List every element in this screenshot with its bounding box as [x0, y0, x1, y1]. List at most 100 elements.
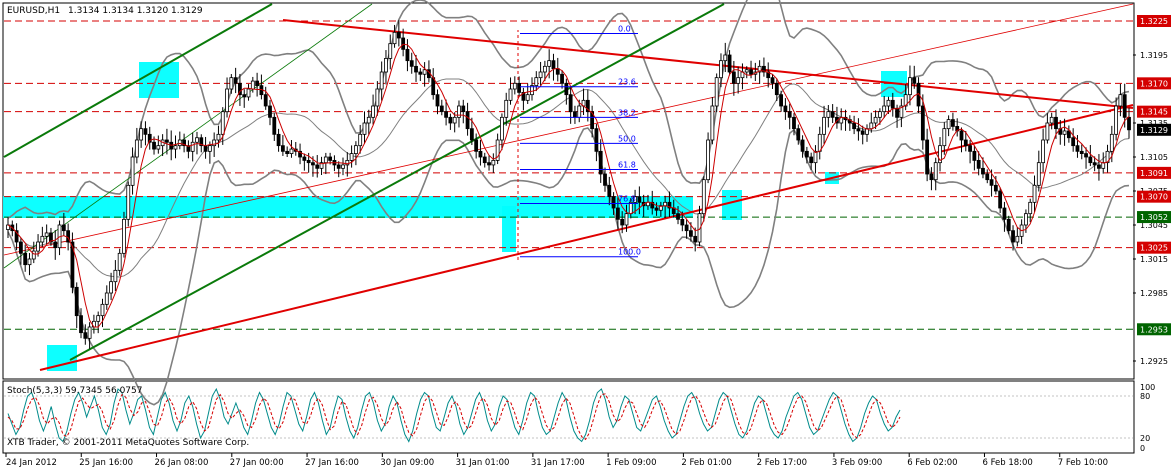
candle-body — [1002, 207, 1007, 220]
candle-body — [401, 37, 406, 50]
candle-body — [1097, 164, 1101, 169]
candle-body — [757, 65, 762, 73]
candle-body — [396, 31, 401, 39]
fib-level-label: 23.6 — [618, 78, 636, 87]
candle-body — [461, 105, 466, 113]
candle-body — [822, 116, 826, 135]
stoch-tick-label: 0 — [1140, 444, 1145, 453]
candle-body — [968, 145, 972, 152]
candle-body — [263, 94, 268, 107]
time-tick-label: 27 Jan 16:00 — [305, 458, 359, 468]
candle-body — [345, 159, 350, 166]
candle-body — [577, 105, 582, 118]
candle-body — [611, 196, 616, 209]
candle-body — [74, 286, 79, 317]
candle-body — [744, 69, 749, 73]
candle-body — [285, 150, 290, 154]
candle-body — [1015, 235, 1020, 243]
candle-body — [358, 133, 363, 147]
candle-body — [186, 145, 191, 152]
candle-body — [573, 111, 577, 118]
level-price-label: 1.3070 — [1140, 193, 1168, 202]
fibonacci-retracement[interactable]: 0.0 23.6 38.2 50.0 61.8 76.8 100.0 — [520, 24, 641, 258]
level-price-box — [1137, 166, 1171, 179]
candle-body — [70, 241, 75, 288]
candle-body — [487, 162, 491, 166]
candle-body — [289, 148, 294, 154]
candle-body — [152, 141, 156, 150]
horizontal-levels[interactable] — [4, 20, 1133, 330]
candle-body — [44, 232, 49, 237]
candle-body — [929, 173, 934, 181]
candle-body — [1011, 230, 1015, 243]
time-tick-label: 27 Jan 00:00 — [230, 458, 284, 468]
candle-body — [233, 77, 238, 84]
candle-body — [856, 128, 861, 132]
candle-body — [276, 133, 281, 147]
candle-body — [173, 145, 178, 150]
level-price-label: 1.2953 — [1140, 325, 1168, 334]
level-price-label: 1.3225 — [1140, 17, 1168, 26]
candle-body — [895, 107, 899, 118]
candle-body — [925, 139, 930, 175]
candle-body — [139, 128, 144, 141]
candle-body — [568, 94, 573, 113]
candle-body — [422, 69, 427, 75]
candle-body — [899, 105, 904, 118]
highlight-zone — [502, 206, 516, 252]
candle-body — [495, 139, 500, 161]
candle-body — [246, 88, 251, 98]
candle-body — [542, 65, 547, 73]
time-tick-label: 2 Feb 01:00 — [681, 458, 731, 468]
candle-body — [478, 150, 483, 158]
candle-body — [87, 326, 92, 339]
candle-body — [83, 332, 88, 339]
candle-body — [143, 128, 148, 135]
candle-body — [448, 116, 453, 124]
level-price-box — [1137, 15, 1171, 27]
resistance-trendline — [282, 19, 1134, 109]
candle-body — [444, 111, 448, 118]
price-tick-label: 1.2925 — [1140, 357, 1168, 366]
candle-body — [414, 65, 418, 73]
candle-body — [371, 105, 375, 118]
candle-body — [912, 77, 917, 84]
candle-body — [920, 105, 925, 141]
level-price-box — [1137, 105, 1171, 118]
candle-body — [1071, 137, 1076, 147]
candle-body — [1118, 94, 1123, 107]
moving-average — [7, 43, 1130, 328]
candle-body — [491, 159, 496, 166]
candle-body — [731, 71, 736, 84]
candle-body — [328, 156, 333, 161]
candle-body — [1028, 201, 1033, 215]
candle-body — [1122, 94, 1127, 118]
candle-body — [830, 111, 835, 118]
support-trendline — [39, 104, 1134, 371]
candle-body — [517, 82, 522, 93]
candle-body — [547, 60, 552, 67]
candle-body — [362, 122, 367, 135]
bollinger-upper — [7, 0, 1130, 219]
candle-body — [598, 150, 603, 175]
level-price-label: 1.3145 — [1140, 108, 1168, 117]
candle-body — [749, 69, 753, 75]
trendlines[interactable] — [3, 3, 1134, 371]
thin-red-trendline — [3, 3, 1134, 256]
green-channel-upper — [3, 3, 273, 158]
level-price-label: 1.3091 — [1140, 169, 1168, 178]
candle-body — [23, 252, 28, 266]
candle-body — [676, 213, 680, 220]
candle-body — [813, 150, 818, 164]
candle-body — [117, 252, 122, 271]
candle-body — [1075, 145, 1080, 152]
candle-body — [1114, 105, 1119, 135]
candle-body — [719, 60, 723, 79]
candle-body — [521, 92, 526, 101]
candle-body — [122, 218, 126, 254]
candle-body — [27, 258, 32, 266]
candle-body — [972, 150, 977, 161]
candle-body — [736, 77, 741, 84]
candle-body — [353, 145, 358, 155]
